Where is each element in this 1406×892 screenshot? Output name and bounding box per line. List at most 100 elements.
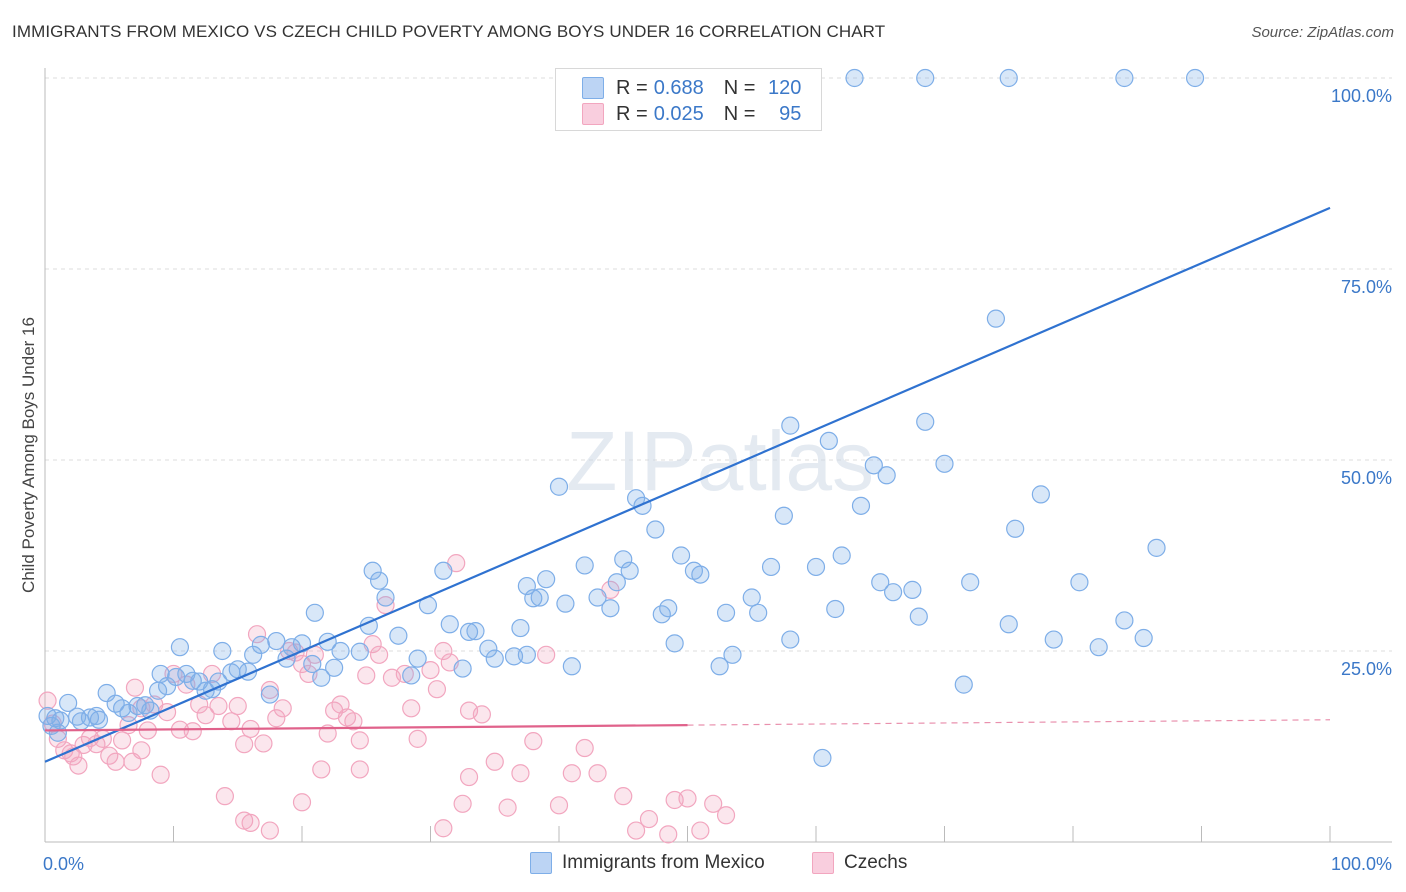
mexico-point (620, 561, 639, 580)
czechs-point (704, 794, 723, 813)
mexico-point (961, 573, 980, 592)
mexico-point (479, 639, 498, 658)
czechs-swatch (582, 103, 604, 125)
x-tick-label: 0.0% (43, 854, 84, 874)
czechs-point (106, 752, 125, 771)
mexico-point (303, 654, 322, 674)
mexico-point (761, 557, 781, 577)
y-tick-labels: 25.0% 50.0% 75.0% 100.0% (1331, 86, 1392, 679)
mexico-point (716, 603, 736, 622)
czechs-point (38, 691, 57, 710)
mexico-point (1006, 519, 1025, 538)
czechs-point (575, 738, 594, 758)
watermark: ZIPatlas (566, 414, 874, 508)
mexico-point (916, 68, 935, 88)
y-tick-label: 25.0% (1341, 659, 1392, 679)
czechs-point (408, 729, 427, 748)
mexico-point (986, 309, 1006, 328)
czechs-point (215, 787, 234, 806)
mexico-point (1115, 68, 1134, 88)
y-tick-label: 100.0% (1331, 86, 1392, 106)
czechs-point (511, 764, 530, 783)
czechs-point (318, 724, 337, 743)
stats-row-mexico: R = 0.688 N = 120 (582, 76, 801, 100)
czechs-point (659, 825, 678, 844)
czechs-point (125, 678, 145, 697)
mexico-point (1185, 68, 1205, 88)
mexico-point (562, 657, 581, 676)
mexico-point (136, 696, 155, 715)
czechs-point (267, 709, 286, 728)
mexico-point (1044, 630, 1063, 649)
mexico-point (646, 520, 665, 539)
mexico-point (1089, 638, 1108, 657)
r-value: 0.688 (653, 76, 704, 99)
mexico-point (742, 588, 761, 607)
y-tick-label: 50.0% (1341, 468, 1392, 488)
czechs-trend-extension (687, 719, 1331, 726)
mexico-point (376, 588, 395, 607)
czechs-point (151, 765, 170, 784)
mexico-point (305, 603, 324, 622)
mexico-point (213, 641, 232, 661)
mexico-point (864, 456, 883, 475)
legend-item-mexico[interactable]: Immigrants from Mexico (530, 852, 765, 874)
czechs-point (678, 789, 697, 808)
trend-lines (44, 206, 1331, 763)
mexico-legend-swatch (530, 852, 552, 874)
mexico-point (453, 659, 472, 678)
legend-item-czechs[interactable]: Czechs (812, 852, 907, 874)
czechs-point (537, 645, 556, 664)
mexico-point (806, 557, 826, 577)
czechs-point (485, 752, 504, 771)
source-label: Source: ZipAtlas.com (1251, 24, 1394, 41)
czechs-point (357, 666, 376, 685)
mexico-point (183, 671, 202, 690)
mexico-point (877, 466, 896, 485)
czechs-point (434, 819, 453, 838)
n-value: 95 (779, 102, 802, 125)
mexico-point (916, 412, 935, 431)
mexico-point (845, 68, 864, 88)
czechs-point (254, 734, 273, 753)
axes (44, 68, 1392, 843)
czechs-point (588, 764, 607, 783)
mexico-legend-label: Immigrants from Mexico (562, 852, 765, 873)
czechs-point (196, 706, 215, 725)
czechs-point (524, 732, 543, 751)
mexico-point (89, 710, 109, 729)
czechs-point (222, 712, 241, 731)
mexico-point (999, 615, 1018, 634)
mexico-point (723, 645, 742, 664)
czechs-point (549, 796, 569, 815)
czechs-point (402, 699, 421, 718)
mexico-point (331, 641, 350, 661)
mexico-point (466, 622, 485, 641)
mexico-point (1031, 485, 1050, 504)
mexico-point (485, 649, 504, 668)
mexico-point (440, 615, 459, 634)
mexico-point (665, 634, 684, 653)
n-value: 120 (768, 76, 802, 99)
mexico-point (1134, 628, 1153, 648)
mexico-point (691, 565, 710, 584)
n-label: N = (723, 76, 756, 99)
mexico-point (832, 546, 851, 565)
czechs-point (453, 794, 472, 813)
mexico-point (954, 675, 973, 694)
czechs-point (614, 787, 633, 806)
mexico-point (408, 649, 427, 668)
chart-title: IMMIGRANTS FROM MEXICO VS CZECH CHILD PO… (12, 22, 886, 41)
mexico-point (909, 607, 928, 626)
czechs-point (209, 696, 228, 716)
mexico-point (350, 642, 369, 661)
czechs-point (69, 756, 88, 775)
mexico-point (325, 658, 344, 677)
mexico-point (659, 599, 678, 618)
mexico-point (710, 657, 729, 676)
stats-legend: R = 0.688 N = 120 R = 0.025 N = 95 (555, 68, 822, 131)
czechs-legend-label: Czechs (844, 852, 908, 873)
mexico-point (781, 630, 800, 649)
mexico-point (851, 496, 871, 515)
mexico-point (601, 599, 620, 618)
